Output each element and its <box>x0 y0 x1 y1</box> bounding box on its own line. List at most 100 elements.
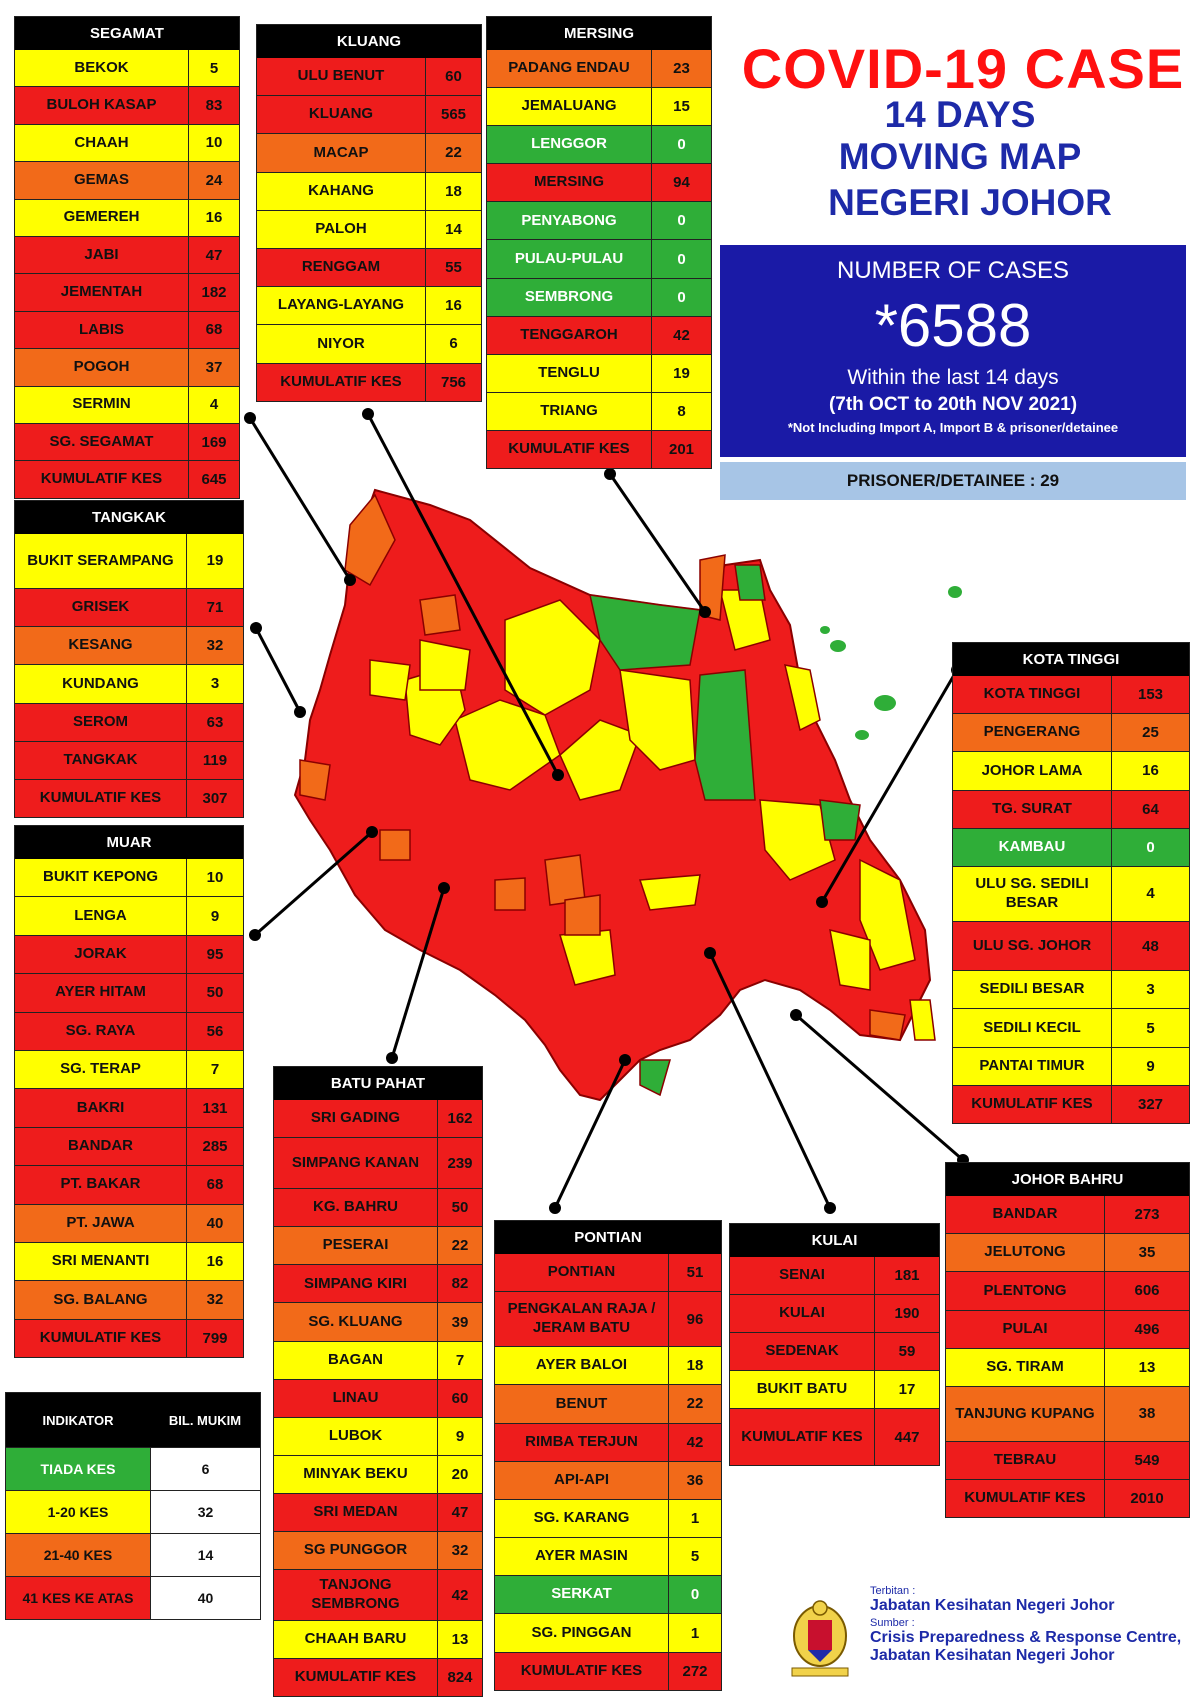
mukim-row: CHAAH 10 <box>15 124 239 163</box>
cumulative-value: 824 <box>447 1669 473 1687</box>
mukim-name: KG. BAHRU <box>274 1189 438 1227</box>
case-count: 50 <box>206 984 224 1002</box>
legend-header-count: BIL. MUKIM <box>168 1412 242 1428</box>
leader-dot <box>249 929 261 941</box>
zone-kambau <box>819 799 861 841</box>
mukim-row: JOHOR LAMA 16 <box>953 752 1189 791</box>
zone-ulu-sedili <box>759 799 836 881</box>
mukim-row: SG. BALANG 32 <box>15 1281 243 1320</box>
case-count: 9 <box>1146 1057 1155 1075</box>
case-count: 59 <box>898 1343 916 1361</box>
case-count: 15 <box>673 98 690 116</box>
mukim-name: PENYABONG <box>487 202 652 240</box>
case-count: 68 <box>206 1176 224 1194</box>
mukim-name: BUKIT KEPONG <box>15 859 187 897</box>
legend-swatch-label: 41 KES KE ATAS <box>6 1577 151 1619</box>
mukim-name: CHAAH <box>15 124 189 162</box>
leader-dot <box>824 1202 836 1214</box>
case-count: 273 <box>1134 1206 1160 1224</box>
legend-row: TIADA KES 6 <box>6 1447 260 1490</box>
mukim-name: BAGAN <box>274 1341 438 1379</box>
mukim-name: KUNDANG <box>15 665 187 703</box>
leader-dot <box>244 412 256 424</box>
case-count: 16 <box>445 297 462 315</box>
mukim-row: BULOH KASAP 83 <box>15 87 239 125</box>
mukim-row: LABIS 68 <box>15 311 239 350</box>
mukim-row: KAHANG 18 <box>257 172 481 211</box>
mukim-row: TANJONG SEMBRONG 42 <box>274 1570 482 1622</box>
mukim-name: SG. PINGGAN <box>495 1614 669 1652</box>
case-count: 169 <box>201 433 227 451</box>
mukim-row: AYER BALOI 18 <box>495 1347 721 1386</box>
mukim-row: SEROM 63 <box>15 703 243 742</box>
mukim-row: TEBRAU 549 <box>946 1441 1189 1481</box>
mukim-row: PADANG ENDAU 23 <box>487 50 711 89</box>
mukim-name: JELUTONG <box>946 1234 1105 1272</box>
island-pulau-sibu <box>855 730 869 740</box>
mukim-name: KAHANG <box>257 172 426 210</box>
case-count: 64 <box>1142 800 1159 818</box>
zone-layang <box>638 874 701 911</box>
case-count: 22 <box>451 1237 469 1255</box>
cumulative-row: KUMULATIF KES 447 <box>730 1409 939 1466</box>
cumulative-row: KUMULATIF KES 645 <box>15 461 239 498</box>
district-title: TANGKAK <box>15 501 243 534</box>
zone-pogoh <box>419 594 461 636</box>
zone-pantai-timur <box>909 999 936 1041</box>
case-count: 22 <box>445 144 462 162</box>
case-count: 47 <box>205 246 223 264</box>
legend-header-indicator: INDIKATOR <box>42 1412 114 1428</box>
cumulative-row: KUMULATIF KES 307 <box>15 779 243 818</box>
mukim-name: KAMBAU <box>953 828 1112 866</box>
mukim-name: SEMBRONG <box>487 278 652 316</box>
leader-dot <box>294 706 306 718</box>
total-cases: *6588 <box>874 292 1032 359</box>
mukim-name: PULAU-PULAU <box>487 240 652 278</box>
case-count: 10 <box>205 134 223 152</box>
district-title: BATU PAHAT <box>274 1067 482 1100</box>
case-count: 32 <box>206 1291 224 1309</box>
leader-dot <box>250 622 262 634</box>
case-count: 22 <box>686 1395 704 1413</box>
case-summary-box: NUMBER OF CASES *6588 Within the last 14… <box>720 245 1186 457</box>
case-count: 119 <box>202 751 228 769</box>
district-title: SEGAMAT <box>15 17 239 50</box>
case-count: 9 <box>210 907 220 925</box>
case-count: 5 <box>209 59 219 77</box>
case-count: 38 <box>1138 1405 1156 1423</box>
mukim-row: LINAU 60 <box>274 1379 482 1418</box>
mukim-name: TEBRAU <box>946 1441 1105 1480</box>
mukim-name: PONTIAN <box>495 1254 669 1292</box>
leader-line <box>390 887 446 1059</box>
zone-gemas <box>344 493 396 587</box>
cumulative-value: 272 <box>682 1662 708 1680</box>
case-count: 94 <box>673 174 690 192</box>
cumulative-value: 201 <box>668 440 695 458</box>
mukim-name: KLUANG <box>257 96 426 134</box>
mukim-name: LENGGOR <box>487 126 652 164</box>
case-count: 18 <box>686 1357 704 1375</box>
mukim-row: TRIANG 8 <box>487 392 711 431</box>
case-count: 17 <box>898 1381 916 1399</box>
mukim-name: SERKAT <box>495 1576 669 1614</box>
leader-dot <box>344 574 356 586</box>
mukim-row: SERKAT 0 <box>495 1576 721 1615</box>
leader-line <box>608 473 707 613</box>
mukim-name: ULU SG. JOHOR <box>953 921 1112 971</box>
mukim-row: JEMENTAH 182 <box>15 274 239 312</box>
case-count: 0 <box>677 212 686 230</box>
leader-dot <box>552 769 564 781</box>
case-count: 50 <box>451 1199 469 1217</box>
mukim-row: JELUTONG 35 <box>946 1234 1189 1273</box>
mukim-row: MINYAK BEKU 20 <box>274 1455 482 1494</box>
leader-dot <box>816 896 828 908</box>
mukim-name: PT. JAWA <box>15 1204 187 1242</box>
mukim-row: CHAAH BARU 13 <box>274 1621 482 1660</box>
cumulative-value: 447 <box>894 1428 920 1446</box>
zone-padang-endau <box>699 554 726 621</box>
mukim-name: TG. SURAT <box>953 790 1112 828</box>
mukim-row: SEDILI BESAR 3 <box>953 971 1189 1010</box>
mukim-name: NIYOR <box>257 325 426 363</box>
district-panel-kota-tinggi: KOTA TINGGI KOTA TINGGI 153 PENGERANG 25 JOHO… <box>952 642 1190 1124</box>
leader-lines <box>244 408 969 1214</box>
